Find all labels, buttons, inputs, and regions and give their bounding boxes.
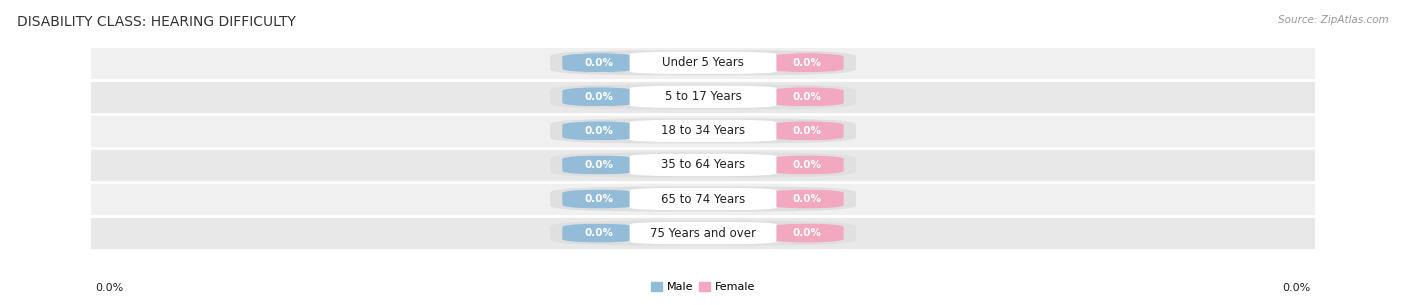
Text: 0.0%: 0.0% xyxy=(585,194,613,204)
FancyBboxPatch shape xyxy=(550,221,856,246)
FancyBboxPatch shape xyxy=(630,154,776,176)
Text: 18 to 34 Years: 18 to 34 Years xyxy=(661,124,745,137)
Text: 5 to 17 Years: 5 to 17 Years xyxy=(665,90,741,103)
Text: 0.0%: 0.0% xyxy=(585,58,613,68)
FancyBboxPatch shape xyxy=(630,222,776,244)
Text: 0.0%: 0.0% xyxy=(585,92,613,102)
Text: 0.0%: 0.0% xyxy=(793,160,821,170)
Text: 0.0%: 0.0% xyxy=(585,160,613,170)
FancyBboxPatch shape xyxy=(630,86,776,108)
Text: 0.0%: 0.0% xyxy=(793,126,821,136)
Bar xyxy=(91,182,1315,216)
Legend: Male, Female: Male, Female xyxy=(647,277,759,296)
FancyBboxPatch shape xyxy=(770,189,844,209)
Bar xyxy=(91,148,1315,182)
FancyBboxPatch shape xyxy=(770,53,844,73)
Text: 0.0%: 0.0% xyxy=(585,228,613,238)
FancyBboxPatch shape xyxy=(770,223,844,243)
FancyBboxPatch shape xyxy=(550,186,856,212)
FancyBboxPatch shape xyxy=(630,52,776,74)
Text: 0.0%: 0.0% xyxy=(793,58,821,68)
FancyBboxPatch shape xyxy=(562,189,636,209)
Text: Source: ZipAtlas.com: Source: ZipAtlas.com xyxy=(1278,15,1389,25)
Text: 0.0%: 0.0% xyxy=(96,283,124,293)
Bar xyxy=(91,80,1315,114)
Text: 0.0%: 0.0% xyxy=(793,92,821,102)
FancyBboxPatch shape xyxy=(770,87,844,107)
FancyBboxPatch shape xyxy=(770,121,844,141)
FancyBboxPatch shape xyxy=(550,152,856,178)
Text: Under 5 Years: Under 5 Years xyxy=(662,56,744,69)
FancyBboxPatch shape xyxy=(550,84,856,109)
Bar xyxy=(91,114,1315,148)
FancyBboxPatch shape xyxy=(550,118,856,143)
Bar xyxy=(91,46,1315,80)
Text: 0.0%: 0.0% xyxy=(793,228,821,238)
FancyBboxPatch shape xyxy=(562,121,636,141)
Text: 0.0%: 0.0% xyxy=(1282,283,1310,293)
Text: 35 to 64 Years: 35 to 64 Years xyxy=(661,159,745,171)
FancyBboxPatch shape xyxy=(630,120,776,142)
Text: 65 to 74 Years: 65 to 74 Years xyxy=(661,192,745,206)
Bar xyxy=(91,216,1315,250)
FancyBboxPatch shape xyxy=(562,155,636,175)
Text: 75 Years and over: 75 Years and over xyxy=(650,227,756,239)
FancyBboxPatch shape xyxy=(550,50,856,75)
FancyBboxPatch shape xyxy=(562,53,636,73)
FancyBboxPatch shape xyxy=(562,87,636,107)
FancyBboxPatch shape xyxy=(770,155,844,175)
Text: 0.0%: 0.0% xyxy=(793,194,821,204)
FancyBboxPatch shape xyxy=(562,223,636,243)
Text: DISABILITY CLASS: HEARING DIFFICULTY: DISABILITY CLASS: HEARING DIFFICULTY xyxy=(17,15,295,29)
Text: 0.0%: 0.0% xyxy=(585,126,613,136)
FancyBboxPatch shape xyxy=(630,188,776,210)
